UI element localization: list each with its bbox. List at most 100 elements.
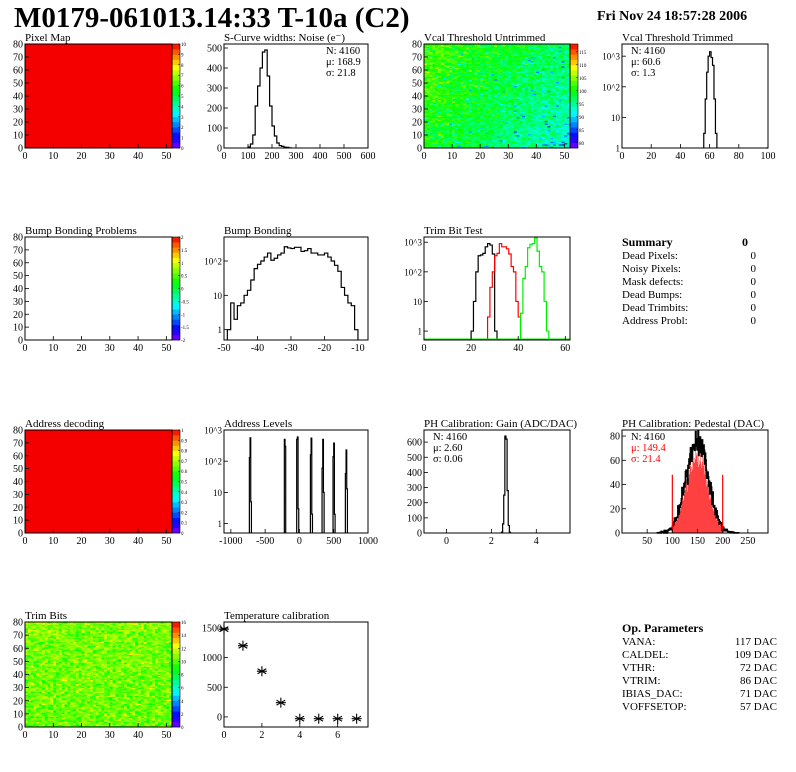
heatmap-cell: [539, 98, 543, 101]
heatmap-cell: [561, 124, 565, 127]
y-tick-label: 400: [207, 64, 222, 75]
heatmap-cell: [429, 70, 433, 72]
heatmap-cell: [471, 136, 475, 138]
heatmap-cell: [564, 119, 568, 121]
heatmap-cell: [452, 81, 456, 84]
heatmap-cell: [502, 125, 506, 128]
heatmap-cell: [457, 109, 461, 111]
x-tick-label: 20: [77, 343, 87, 354]
heatmap-cell: [435, 116, 439, 119]
heatmap-cell: [463, 63, 467, 66]
heatmap-cell: [452, 45, 456, 47]
heatmap-cell: [533, 63, 537, 66]
colorbar-band: [172, 106, 180, 112]
heatmap-cell: [440, 84, 444, 86]
heatmap-cell: [438, 122, 442, 124]
heatmap-cell: [511, 81, 515, 84]
heatmap-cell: [508, 129, 512, 132]
heatmap-cell: [471, 70, 475, 72]
heatmap-cell: [513, 115, 517, 118]
heatmap-cell: [463, 101, 467, 103]
heatmap-cell: [477, 85, 481, 88]
heatmap-cell: [30, 686, 34, 688]
heatmap-cell: [519, 86, 523, 89]
heatmap-cell: [466, 86, 470, 89]
colorbar-band: [172, 527, 180, 534]
heatmap-cell: [513, 76, 517, 79]
heatmap-cell: [446, 103, 450, 106]
heatmap-cell: [539, 114, 543, 116]
heatmap-cell: [555, 46, 560, 49]
heatmap-cell: [432, 80, 436, 82]
heatmap-cell: [485, 96, 489, 98]
heatmap-cell: [547, 133, 551, 136]
heatmap-cell: [477, 80, 481, 82]
heatmap-cell: [527, 83, 531, 85]
heatmap-cell: [452, 109, 456, 111]
heatmap-cell: [443, 144, 447, 146]
heatmap-cell: [36, 708, 40, 711]
heatmap-cell: [449, 47, 453, 50]
heatmap-cell: [530, 94, 534, 97]
heatmap-cell: [544, 57, 548, 59]
heatmap-cell: [530, 131, 534, 133]
heatmap-cell: [446, 62, 450, 64]
colorbar-band: [172, 517, 180, 523]
heatmap-cell: [508, 72, 512, 75]
heatmap-cell: [449, 119, 453, 121]
heatmap-cell: [505, 145, 509, 147]
heatmap-cell: [533, 62, 537, 64]
heatmap-cell: [519, 97, 523, 99]
heatmap-cell: [553, 83, 557, 85]
heatmap-cell: [491, 123, 495, 125]
heatmap-cell: [516, 92, 520, 94]
panel-ph-pedestal: PH Calibration: Pedestal (DAC)50 100 150 20…: [610, 418, 769, 547]
heatmap-cell: [457, 131, 461, 133]
heatmap-cell: [536, 141, 540, 144]
heatmap-cell: [449, 114, 453, 116]
stats-line: μ: 149.4: [631, 443, 667, 454]
colorbar-tick-label: 115: [579, 51, 587, 56]
heatmap-cell: [485, 53, 489, 55]
heatmap-cell: [558, 144, 562, 146]
heatmap-cell: [508, 60, 512, 63]
heatmap-cell: [502, 93, 506, 95]
heatmap-cell: [541, 107, 546, 110]
heatmap-cell: [454, 122, 458, 124]
heatmap-cell: [429, 119, 433, 121]
heatmap-cell: [457, 50, 461, 53]
heatmap-cell: [527, 109, 531, 111]
heatmap-cell: [27, 692, 31, 695]
colorbar-band: [172, 303, 180, 310]
heatmap-cell: [480, 124, 484, 127]
heatmap-cell: [550, 107, 554, 110]
heatmap-cell: [550, 90, 554, 93]
heatmap-cell: [558, 128, 562, 131]
heatmap-cell: [438, 84, 442, 86]
heatmap-cell: [516, 89, 520, 92]
heatmap-cell: [539, 83, 543, 85]
colorbar-tick-label: 95: [579, 103, 585, 108]
heatmap-cell: [497, 141, 501, 144]
heatmap-cell: [460, 145, 464, 147]
heatmap-cell: [454, 59, 458, 62]
heatmap-cell: [454, 47, 458, 50]
heatmap-cell: [547, 122, 551, 124]
heatmap-cell: [488, 138, 492, 141]
heatmap-cell: [30, 631, 34, 633]
heatmap-cell: [539, 55, 543, 58]
heatmap-cell: [468, 118, 473, 120]
heatmap-cell: [541, 89, 546, 92]
heatmap-cell: [27, 648, 31, 650]
heatmap-cell: [561, 75, 565, 77]
heatmap-cell: [33, 720, 37, 723]
heatmap-cell: [435, 92, 439, 94]
heatmap-cell: [485, 128, 489, 131]
heatmap-cell: [505, 116, 509, 119]
y-tick-label: 300: [407, 483, 422, 494]
heatmap-cell: [426, 59, 430, 62]
heatmap-cell: [25, 661, 29, 663]
heatmap-cell: [491, 103, 495, 106]
heatmap-cell: [429, 99, 433, 102]
heatmap-cell: [561, 138, 565, 141]
